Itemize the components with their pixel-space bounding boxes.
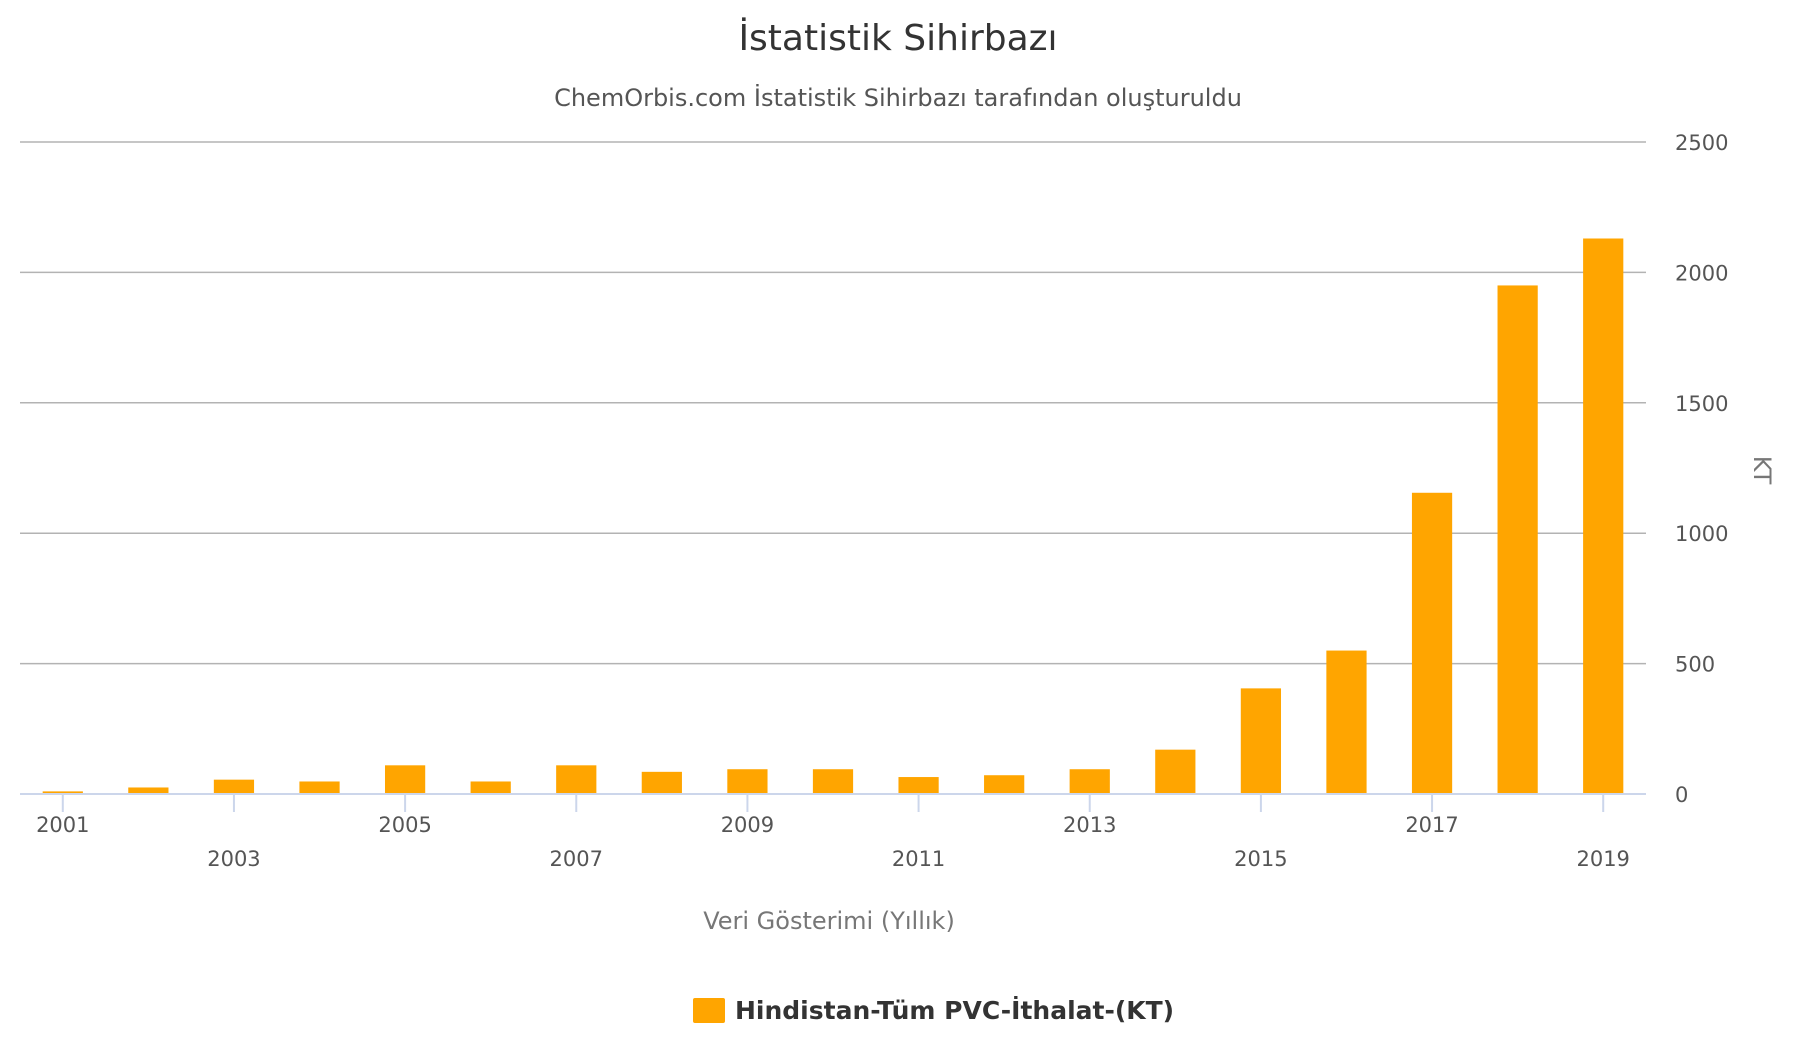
y-tick-label: 1500 [1675, 392, 1728, 416]
x-axis-title: Veri Gösterimi (Yıllık) [703, 907, 955, 935]
x-tick-label: 2019 [1576, 847, 1629, 871]
bar-2004[interactable] [299, 781, 340, 794]
x-tick-label: 2001 [36, 813, 89, 837]
bar-2012[interactable] [984, 775, 1025, 794]
x-tick-label: 2013 [1063, 813, 1116, 837]
y-tick-label: 0 [1675, 783, 1688, 807]
legend-swatch[interactable] [693, 998, 725, 1023]
x-tick-label: 2007 [550, 847, 603, 871]
x-axis-ticks: 2001 2003 2005 2007 2009 2011 2013 2015 2017 2019 [36, 794, 1630, 871]
chart-title: İstatistik Sihirbazı [738, 17, 1057, 59]
bar-2009[interactable] [727, 769, 768, 794]
gridlines [20, 141, 1646, 665]
bar-2006[interactable] [470, 781, 511, 794]
x-tick-label: 2017 [1405, 813, 1458, 837]
bar-2013[interactable] [1069, 769, 1110, 794]
bar-2001[interactable] [42, 791, 83, 794]
y-tick-label: 1000 [1675, 522, 1728, 546]
x-tick-label: 2009 [721, 813, 774, 837]
bar-2014[interactable] [1155, 749, 1196, 794]
x-tick-label: 2005 [378, 813, 431, 837]
bar-2002[interactable] [128, 787, 169, 794]
y-tick-label: 2000 [1675, 261, 1728, 285]
bar-2003[interactable] [213, 779, 255, 794]
y-tick-label: 500 [1675, 653, 1715, 677]
bar-2016[interactable] [1326, 650, 1367, 794]
bar-2010[interactable] [812, 769, 854, 794]
bar-2015[interactable] [1240, 688, 1282, 794]
y-axis-title: KT [1748, 456, 1776, 485]
bar-2011[interactable] [898, 777, 939, 794]
bar-2017[interactable] [1411, 492, 1453, 794]
x-tick-label: 2015 [1234, 847, 1287, 871]
x-tick-label: 2011 [892, 847, 945, 871]
bar-2008[interactable] [641, 771, 682, 794]
bar-2018[interactable] [1497, 285, 1538, 794]
chart-subtitle: ChemOrbis.com İstatistik Sihirbazı taraf… [554, 83, 1242, 112]
x-tick-label: 2003 [207, 847, 260, 871]
y-tick-label: 2500 [1675, 131, 1728, 155]
legend[interactable]: Hindistan-Tüm PVC-İthalat-(KT) [693, 995, 1174, 1025]
bar-2005[interactable] [384, 765, 426, 794]
bar-2007[interactable] [556, 765, 597, 794]
bar-2019[interactable] [1583, 238, 1624, 795]
bars[interactable] [42, 238, 1624, 795]
legend-label[interactable]: Hindistan-Tüm PVC-İthalat-(KT) [735, 995, 1174, 1025]
y-axis-ticks: 0 500 1000 1500 2000 2500 [1675, 131, 1728, 807]
